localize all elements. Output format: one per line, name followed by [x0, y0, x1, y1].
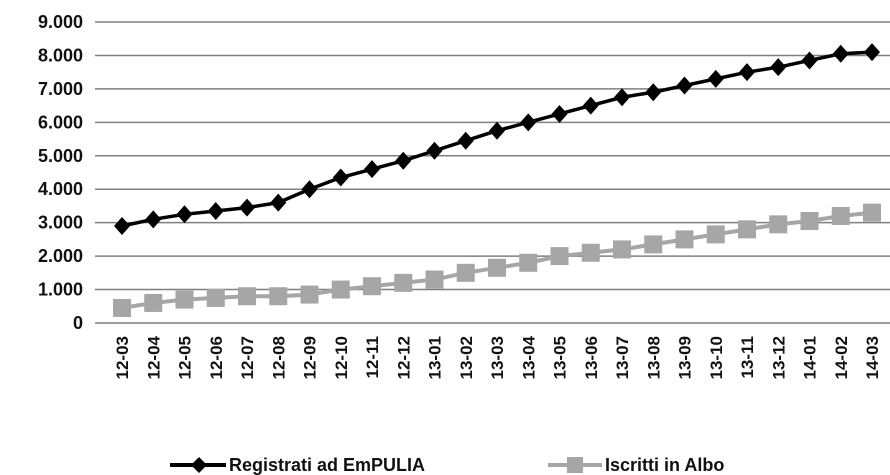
data-point-square	[613, 240, 631, 259]
x-tick-label: 13-06	[582, 336, 601, 379]
data-point-square	[269, 287, 288, 306]
x-tick-label: 13-07	[613, 336, 632, 379]
data-point-square	[769, 215, 788, 234]
data-point-square	[206, 288, 225, 307]
series-registrati	[114, 43, 880, 236]
x-tick-label: 13-08	[644, 336, 663, 379]
data-point-square	[863, 203, 881, 222]
x-tick-label: 13-10	[707, 336, 726, 379]
gridlines	[95, 21, 890, 324]
y-tick-label: 1.000	[38, 280, 83, 300]
x-tick-label: 12-08	[269, 336, 288, 379]
data-point-square	[331, 280, 350, 299]
legend: Registrati ad EmPULIA Iscritti in Albo	[170, 455, 724, 475]
x-tick-label: 13-02	[457, 336, 476, 379]
data-point-diamond	[676, 76, 693, 95]
y-tick-label: 4.000	[38, 179, 83, 199]
x-tick-label: 13-11	[738, 336, 757, 379]
x-tick-label: 14-02	[832, 336, 851, 379]
data-point-diamond	[239, 198, 255, 217]
x-tick-label: 12-12	[394, 336, 413, 379]
y-tick-label: 8.000	[38, 45, 83, 65]
data-point-square	[488, 258, 506, 277]
x-tick-label: 14-01	[801, 336, 820, 379]
y-tick-label: 3.000	[38, 213, 83, 233]
data-point-square	[456, 263, 475, 282]
y-tick-label: 9.000	[38, 12, 83, 32]
x-tick-label: 12-06	[207, 336, 226, 379]
x-tick-label: 13-04	[519, 335, 538, 379]
y-tick-label: 7.000	[38, 79, 83, 99]
data-point-diamond	[489, 121, 505, 140]
data-point-square	[581, 243, 600, 262]
data-point-diamond	[582, 96, 599, 115]
data-point-diamond	[145, 210, 162, 229]
data-point-square	[363, 277, 381, 296]
x-tick-label: 12-11	[363, 336, 382, 379]
data-point-diamond	[332, 168, 349, 187]
data-point-diamond	[707, 69, 724, 88]
data-point-square	[394, 273, 413, 292]
data-point-diamond	[364, 160, 380, 179]
data-point-diamond	[520, 113, 537, 132]
data-point-diamond	[770, 58, 787, 77]
y-axis-ticks: 0 1.000 2.000 3.000 4.000 5.000 6.000 7.000 8.00…	[38, 12, 83, 333]
data-point-diamond	[301, 180, 318, 199]
data-point-diamond	[395, 151, 412, 170]
x-axis-ticks: 12-03 12-04 12-05 12-06 12-07 12-08 12-09 12-10…	[113, 335, 882, 379]
data-point-diamond	[645, 83, 662, 102]
data-point-diamond	[176, 205, 193, 224]
data-point-diamond	[551, 104, 568, 123]
x-tick-label: 13-12	[769, 336, 788, 379]
y-tick-label: 0	[73, 313, 83, 333]
data-point-square	[738, 220, 756, 239]
data-point-diamond	[864, 43, 880, 62]
legend-marker-square-icon	[567, 457, 583, 473]
data-point-diamond	[614, 88, 630, 107]
legend-label-registrati: Registrati ad EmPULIA	[229, 455, 425, 475]
data-point-diamond	[270, 193, 287, 212]
y-tick-label: 2.000	[38, 246, 83, 266]
x-tick-label: 13-09	[676, 336, 695, 379]
y-tick-label: 5.000	[38, 146, 83, 166]
x-tick-label: 12-03	[113, 336, 132, 379]
y-tick-label: 6.000	[38, 112, 83, 132]
data-point-square	[300, 285, 319, 304]
data-point-square	[519, 253, 538, 272]
legend-item-iscritti: Iscritti in Albo	[548, 455, 724, 475]
data-point-diamond	[426, 141, 443, 160]
data-point-diamond	[801, 51, 818, 70]
data-point-square	[706, 225, 725, 244]
legend-marker-diamond-icon	[191, 457, 207, 473]
data-point-square	[644, 235, 663, 254]
series-iscritti	[113, 203, 881, 317]
x-tick-label: 13-05	[551, 336, 570, 379]
data-point-square	[831, 206, 850, 225]
data-point-diamond	[114, 217, 130, 236]
x-tick-label: 14-03	[863, 336, 882, 379]
data-point-diamond	[207, 201, 224, 220]
legend-label-iscritti: Iscritti in Albo	[605, 455, 724, 475]
x-tick-label: 13-03	[488, 336, 507, 379]
x-tick-label: 12-09	[301, 336, 320, 379]
data-point-diamond	[832, 44, 849, 63]
data-point-square	[675, 230, 694, 249]
x-tick-label: 13-01	[426, 336, 445, 379]
data-point-square	[550, 247, 569, 266]
data-point-diamond	[457, 131, 474, 150]
data-point-square	[800, 211, 819, 230]
data-point-square	[113, 298, 131, 317]
legend-item-registrati: Registrati ad EmPULIA	[170, 455, 425, 475]
data-point-square	[144, 293, 163, 312]
x-tick-label: 12-07	[238, 336, 257, 379]
data-point-diamond	[739, 63, 755, 82]
data-point-square	[425, 270, 444, 289]
data-point-square	[175, 290, 194, 309]
series-layer	[113, 43, 881, 317]
x-tick-label: 12-05	[176, 336, 195, 379]
data-point-square	[238, 287, 256, 306]
x-tick-label: 12-04	[144, 335, 163, 379]
x-tick-label: 12-10	[332, 336, 351, 379]
